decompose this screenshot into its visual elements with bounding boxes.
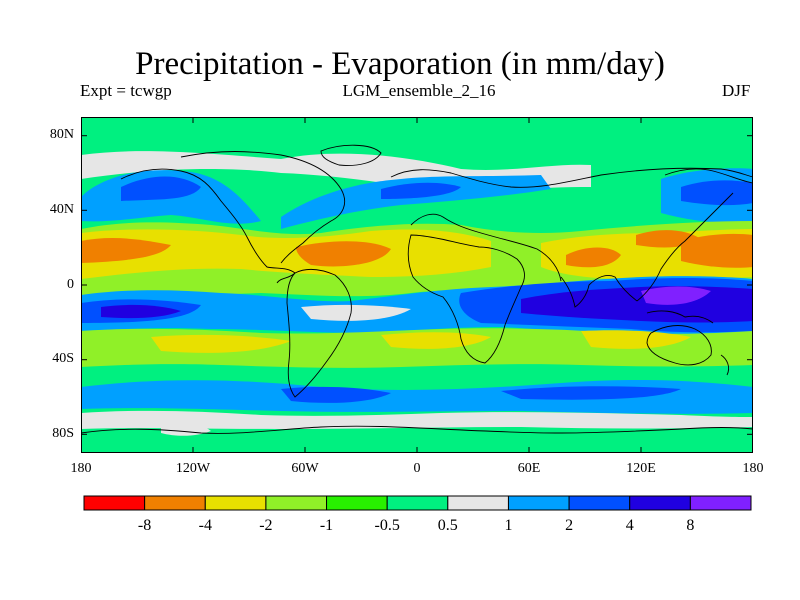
colorbar-swatch [204,495,267,511]
lon-tick-label: 0 [413,461,421,476]
colorbar-label: -2 [259,517,273,534]
south-indian-ocean-core [501,386,681,400]
colorbar-swatch [507,495,570,511]
maritime-continent [646,310,714,324]
colorbar-swatch [265,495,328,511]
south-asia-coast [560,274,638,308]
plot-title: Precipitation - Evaporation (in mm/day) [135,46,665,82]
lon-tick-label: 180 [70,461,92,476]
experiment-label: Expt = tcwgp [80,81,172,100]
colorbar-swatch [447,495,509,511]
colorbar-swatch [326,495,388,511]
antarctic-margin [81,410,753,429]
north-pacific-west-dry [681,233,753,268]
new-zealand [720,354,730,376]
colorbar-swatch [629,495,691,511]
eurasia-north-coast [390,167,753,188]
antarctica-coast [81,425,753,434]
lat-tick-label: 0 [67,277,74,292]
greenland [320,144,382,166]
lat-tick-label: 80S [52,426,74,441]
lon-tick-label: 60E [517,461,541,476]
colorbar-label: -8 [137,517,152,534]
north-atlantic-core [381,182,461,199]
lat-tick-label: 40S [52,351,74,366]
subtropical-north-atlantic-dry [296,241,391,267]
colorbar-label: -0.5 [374,517,400,534]
colorbar-label: 4 [625,517,634,534]
south-atlantic-dry-core [381,332,491,349]
warm-pool-peak [641,286,711,305]
lon-tick-label: 60W [291,461,319,476]
colorbar-label: -4 [198,517,212,534]
lat-tick-label: 80N [49,127,74,142]
pe-field [81,117,753,453]
east-asia-coast [636,192,734,302]
colorbar-label: 8 [686,517,695,534]
south-indian-dry-core [581,330,691,349]
south-pacific-dry-core [151,334,291,353]
subtropical-north-pacific-dry [81,238,171,263]
colorbar-swatch [83,495,146,511]
ensemble-label: LGM_ensemble_2_16 [342,81,496,100]
coastlines [81,144,753,434]
lon-tick-label: 120E [626,461,656,476]
north-subtropical-dry-core [81,229,491,279]
north-atlantic-storm-track [281,175,551,229]
season-label: DJF [722,81,751,100]
north-pacific-east-core [681,180,753,206]
axis-ticks [81,117,753,453]
north-pacific-core [121,176,201,201]
lat-tick-label: 40N [49,202,74,217]
colorbar-swatch [568,495,631,511]
north-america-east-coast [180,151,345,264]
colorbar-label: 0.5 [437,517,458,534]
africa [407,234,525,364]
colorbar-label: 2 [565,517,574,534]
lon-tick-label: 180 [742,461,764,476]
australia [646,325,712,366]
lon-tick-label: 120W [175,461,211,476]
colorbar-swatch [689,495,752,511]
colorbar [83,495,752,511]
drake-passage-core [281,386,391,403]
colorbar-swatch [386,495,449,511]
colorbar-label: 1 [504,517,513,534]
colorbar-label: -1 [319,517,334,534]
map-plot [81,117,753,453]
south-pacific-core [101,304,181,319]
amazon-transition [301,304,411,321]
south-america [286,268,352,398]
arabian-sea-dry [566,247,621,268]
colorbar-swatch [144,495,206,511]
mediterranean-coast [410,213,562,282]
siberia-coast [664,168,753,184]
